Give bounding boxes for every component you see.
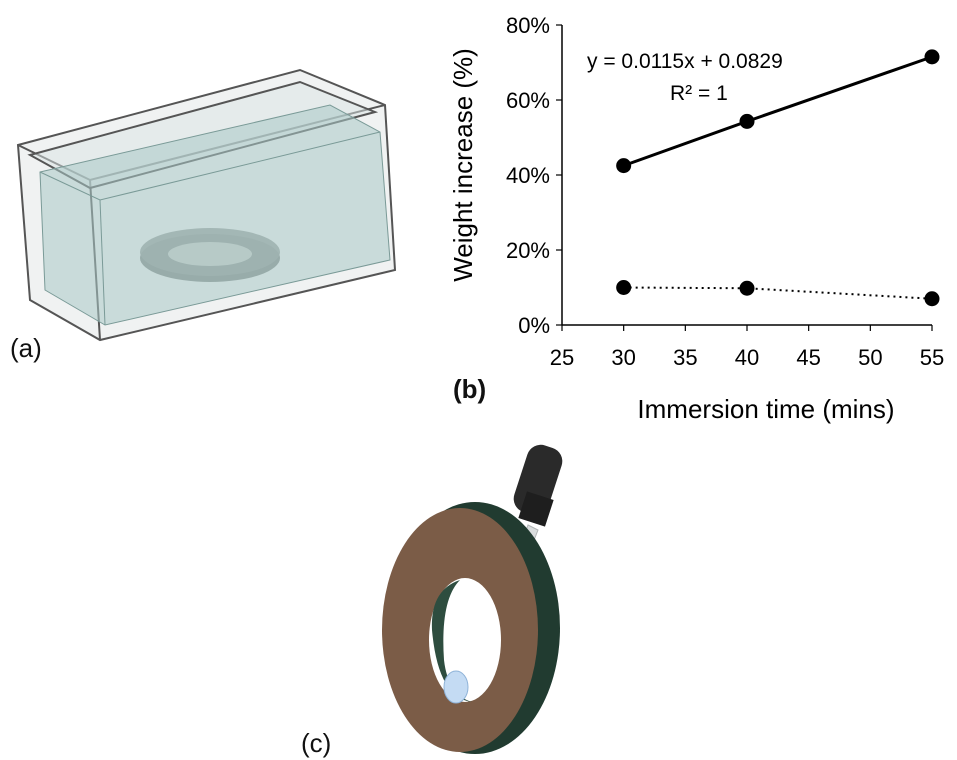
panel-label-b: (b) xyxy=(453,374,487,404)
x-tick-label: 30 xyxy=(611,345,635,370)
y-tick-label: 80% xyxy=(506,13,550,38)
y-tick-label: 40% xyxy=(506,163,550,188)
data-point xyxy=(924,49,940,65)
panel-label-c: (c) xyxy=(301,728,332,758)
y-axis-label: Weight increase (%) xyxy=(448,48,478,282)
data-point xyxy=(924,291,940,307)
y-tick-label: 60% xyxy=(506,88,550,113)
data-point xyxy=(616,158,632,174)
r-squared-label: R² = 1 xyxy=(670,82,728,105)
data-point xyxy=(739,113,755,129)
data-point xyxy=(739,280,755,296)
water-fill xyxy=(39,104,391,326)
ring-pipette-illustration xyxy=(382,444,563,754)
x-tick-label: 40 xyxy=(735,345,759,370)
ring-sample xyxy=(382,502,560,754)
x-axis-label: Immersion time (mins) xyxy=(637,394,894,424)
y-tick-label: 20% xyxy=(506,238,550,263)
chart-series xyxy=(616,49,940,307)
data-point xyxy=(616,280,632,295)
x-tick-label: 25 xyxy=(550,345,574,370)
water-droplet xyxy=(443,670,469,704)
trendline-equation: y = 0.0115x + 0.0829 xyxy=(587,50,783,73)
x-tick-label: 45 xyxy=(796,345,820,370)
x-tick-label: 50 xyxy=(858,345,882,370)
container-illustration xyxy=(16,68,397,342)
series-line-dotted xyxy=(623,286,933,300)
x-tick-label: 55 xyxy=(920,345,944,370)
ring-sample xyxy=(140,228,280,282)
x-tick-label: 35 xyxy=(673,345,697,370)
weight-increase-chart: 25 30 35 40 45 50 55 0% 20% 40% 60% 80% Weight incr… xyxy=(448,13,944,424)
series-line-solid xyxy=(623,55,933,168)
chart-ticks: 25 30 35 40 45 50 55 0% 20% 40% 60% 80% xyxy=(506,13,944,370)
panel-label-a: (a) xyxy=(10,333,42,363)
y-tick-label: 0% xyxy=(518,313,550,338)
